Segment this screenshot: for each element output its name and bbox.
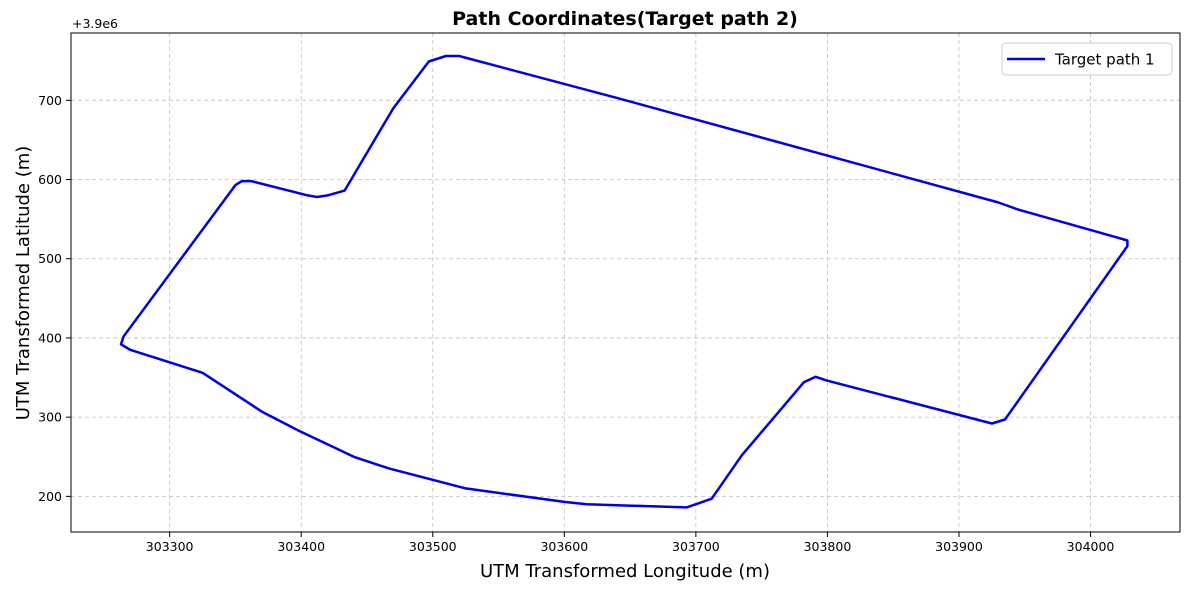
legend-label: Target path 1 [1054,51,1155,69]
x-tick-label: 303700 [672,539,720,554]
y-tick-label: 400 [38,330,62,345]
plot-frame [70,32,1181,533]
x-tick-label: 303800 [804,539,852,554]
x-tick-label: 303900 [935,539,983,554]
chart-title: Path Coordinates(Target path 2) [452,8,798,30]
x-tick-label: 303300 [146,539,194,554]
axis-ticks: 303300 303400 303500 303600 303700 303800 3039… [38,93,1114,554]
series-line-target-path-1 [119,54,1129,509]
series-layer [119,54,1129,509]
x-tick-label: 303500 [409,539,457,554]
y-tick-label: 500 [38,251,62,266]
y-axis-label: UTM Transformed Latitude (m) [13,146,34,421]
x-tick-label: 303400 [277,539,325,554]
y-tick-label: 300 [38,410,62,425]
grid [71,33,1180,532]
x-tick-label: 304000 [1067,539,1115,554]
y-tick-label: 700 [38,93,62,108]
y-offset-label: +3.9e6 [72,16,118,31]
legend-box [1001,42,1173,76]
x-axis-label: UTM Transformed Longitude (m) [480,561,770,582]
x-tick-label: 303600 [540,539,588,554]
y-tick-label: 200 [38,489,62,504]
y-tick-label: 600 [38,172,62,187]
legend: Target path 1 [1001,42,1173,76]
